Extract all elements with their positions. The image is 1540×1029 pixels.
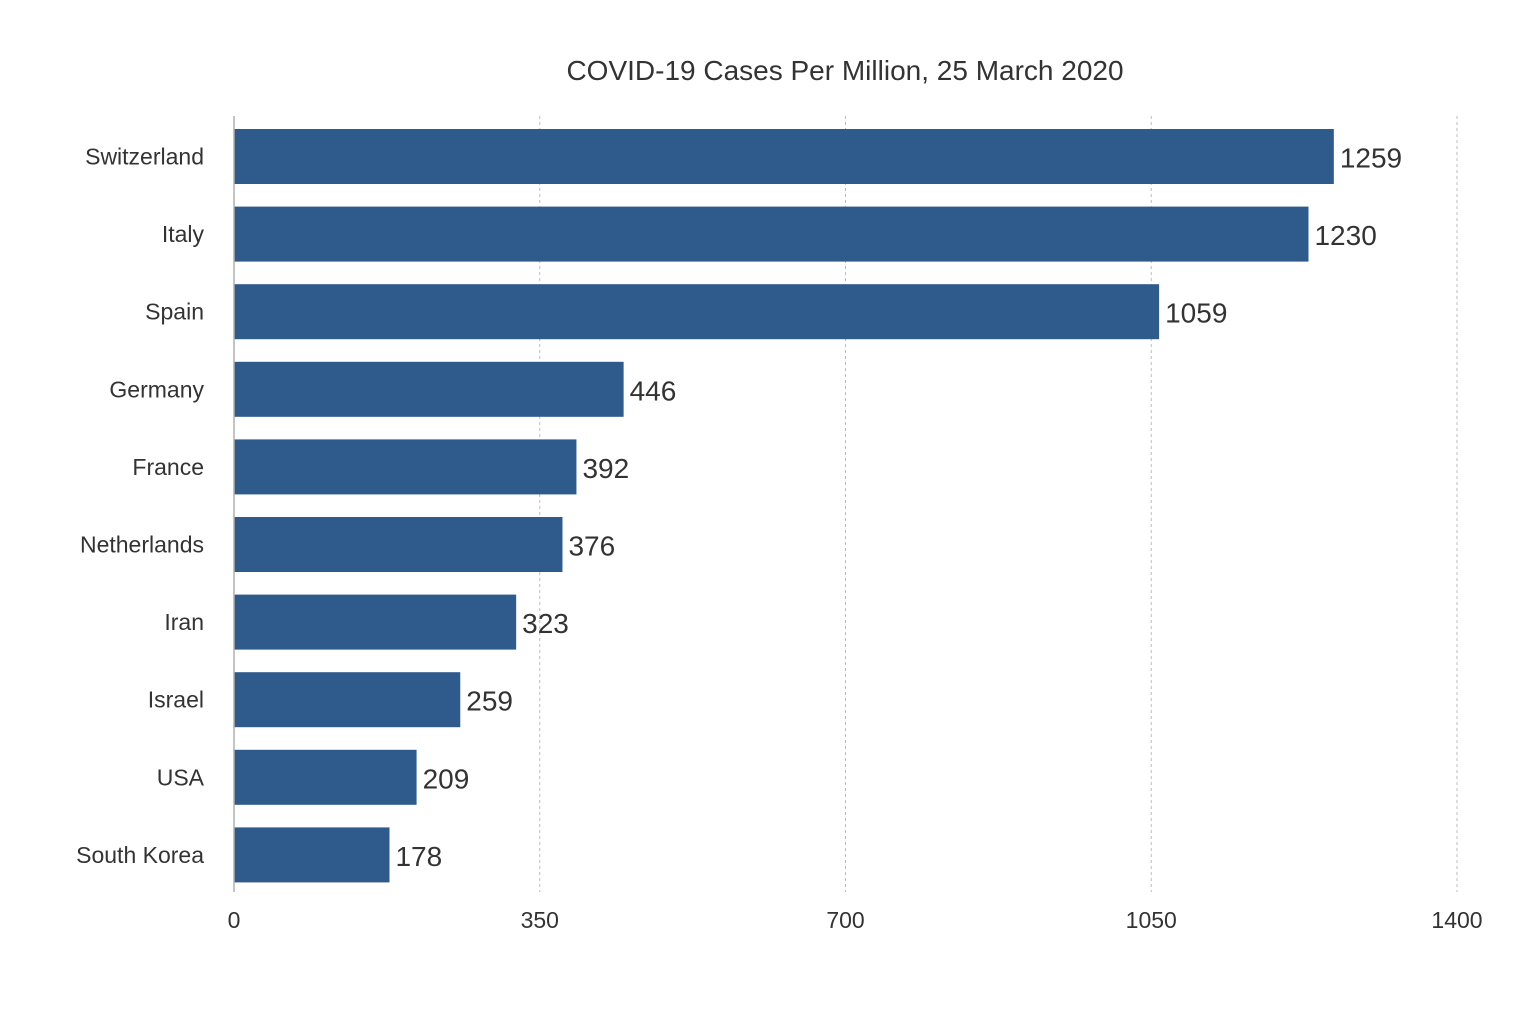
bar-south-korea <box>234 827 390 883</box>
category-label: Israel <box>148 687 204 713</box>
bar-israel <box>234 672 461 728</box>
bar-switzerland <box>234 129 1334 184</box>
category-label: Germany <box>109 376 204 402</box>
x-tick-label: 700 <box>826 907 864 933</box>
x-tick-label: 0 <box>228 907 241 933</box>
value-label: 178 <box>395 841 442 872</box>
x-tick-label: 1050 <box>1126 907 1177 933</box>
category-label: Spain <box>145 299 204 325</box>
value-label: 392 <box>582 453 629 484</box>
bar-spain <box>234 284 1160 340</box>
value-label: 323 <box>522 608 569 639</box>
category-label: France <box>132 454 204 480</box>
value-label: 376 <box>568 531 615 562</box>
value-label: 446 <box>630 375 677 406</box>
bars-layer <box>234 129 1334 883</box>
chart-title: COVID-19 Cases Per Million, 25 March 202… <box>566 55 1123 86</box>
value-label: 209 <box>423 763 470 794</box>
value-label: 1259 <box>1340 143 1402 174</box>
category-label: Switzerland <box>85 144 204 170</box>
x-tick-label: 1400 <box>1431 907 1482 933</box>
labels-layer: Switzerland 1259 Italy 1230 Spain 1059 Germany… <box>76 143 1402 872</box>
category-label: Netherlands <box>80 532 204 558</box>
ticks-layer: 0 350 700 1050 1400 <box>228 907 1483 933</box>
value-label: 1230 <box>1314 220 1376 251</box>
bar-italy <box>234 206 1309 262</box>
bar-netherlands <box>234 517 563 572</box>
x-tick-label: 350 <box>521 907 559 933</box>
category-label: Iran <box>164 609 204 635</box>
value-label: 259 <box>466 686 513 717</box>
bar-germany <box>234 361 624 417</box>
bar-usa <box>234 749 417 805</box>
value-label: 1059 <box>1165 298 1227 329</box>
bar-france <box>234 439 577 495</box>
bar-iran <box>234 594 517 650</box>
category-label: Italy <box>162 221 205 247</box>
category-label: USA <box>157 764 205 790</box>
category-label: South Korea <box>76 842 204 868</box>
